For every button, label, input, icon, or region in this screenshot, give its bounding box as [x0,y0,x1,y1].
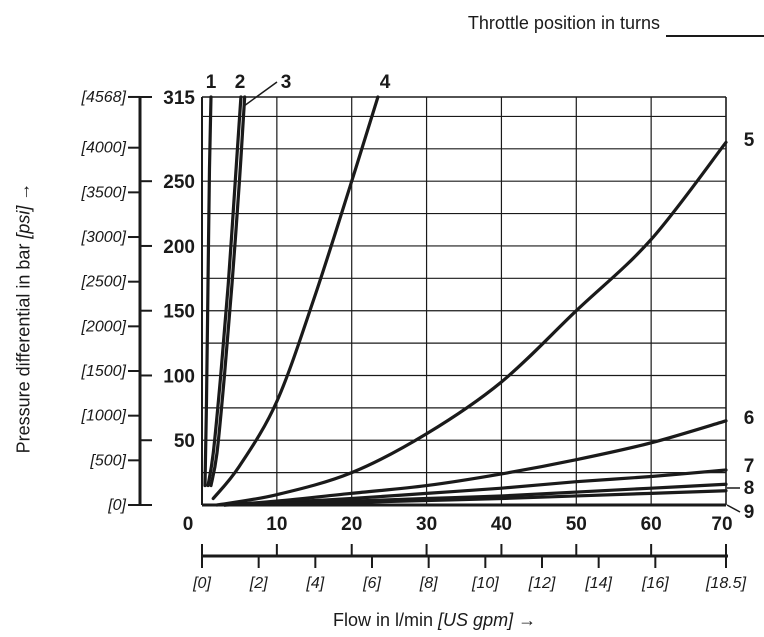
x-tick-label-gpm-2: [2] [249,575,268,592]
leader-line-9 [726,504,741,513]
curve-label-3: 3 [281,72,292,93]
curve-6 [222,419,728,507]
tick-labels: 050100150200250315[0][500][1000][1500][2… [81,72,755,592]
x-tick-label-gpm-0: [0] [192,575,211,592]
x-tick-label-flow-10: 10 [266,514,287,535]
x-tick-label-gpm-10: [10] [471,575,499,592]
curve-label-9: 9 [744,502,755,523]
curve-label-6: 6 [744,408,755,429]
y-tick-label-psi-1000: [1000] [81,408,127,425]
x-tick-label-gpm-16: [16] [641,575,669,592]
x-tick-label-gpm-14: [14] [584,575,612,592]
y-tick-label-psi-4000: [4000] [81,140,127,157]
x-tick-label-flow-70: 70 [711,514,732,535]
curve-label-7: 7 [744,456,755,477]
curve-label-5: 5 [744,130,755,151]
x-tick-label-flow-30: 30 [416,514,437,535]
curve-label-2: 2 [235,72,246,93]
curve-label-8: 8 [744,478,755,499]
curves [203,95,728,507]
x-tick-label-gpm-4: [4] [305,575,324,592]
y-tick-label-bar-50: 50 [174,431,195,452]
leader-line-3 [243,81,278,107]
x-tick-label-flow-60: 60 [641,514,662,535]
x-axis-title: Flow in l/min [US gpm] → [333,610,536,631]
x-tick-label-flow-40: 40 [491,514,512,535]
y-tick-label-psi-1500: [1500] [81,363,127,380]
y-tick-label-psi-4568: [4568] [81,89,127,106]
y-tick-label-psi-3000: [3000] [81,229,127,246]
curve-3 [209,95,247,488]
x-tick-label-flow-50: 50 [566,514,587,535]
x-axis-title-unit: [US gpm] [438,610,514,630]
curve-2 [206,95,243,488]
curve-1 [203,95,213,488]
y-tick-label-bar-250: 250 [163,172,195,193]
y-tick-label-bar-150: 150 [163,302,195,323]
y-tick-label-bar-0: 0 [183,514,194,535]
y-tick-label-bar-100: 100 [163,366,195,387]
curve-5 [215,140,728,507]
y-tick-label-psi-2000: [2000] [81,318,127,335]
x-tick-label-gpm-12: [12] [528,575,556,592]
x-tick-label-gpm-8: [8] [419,575,438,592]
y-tick-label-bar-315: 315 [163,88,195,109]
y-tick-label-bar-200: 200 [163,237,195,258]
curve-4 [211,95,380,501]
y-tick-label-psi-2500: [2500] [81,274,127,291]
legend-line-sample [666,35,764,37]
grid [202,96,727,505]
x-axis-title-main: Flow in l/min [333,610,434,630]
x-tick-label-flow-20: 20 [341,514,362,535]
legend-title: Throttle position in turns [467,13,660,33]
curve-label-4: 4 [380,72,391,93]
x-tick-label-gpm-6: [6] [362,575,381,592]
curve-label-1: 1 [206,72,217,93]
y-tick-label-psi-500: [500] [89,452,126,469]
x-tick-label-gpm-18.5: [18.5] [705,575,747,592]
y-tick-label-psi-3500: [3500] [81,184,127,201]
x-axis-title-arrow: → [518,610,537,630]
y-tick-label-psi-0: [0] [107,497,126,514]
curve-9 [222,489,728,507]
